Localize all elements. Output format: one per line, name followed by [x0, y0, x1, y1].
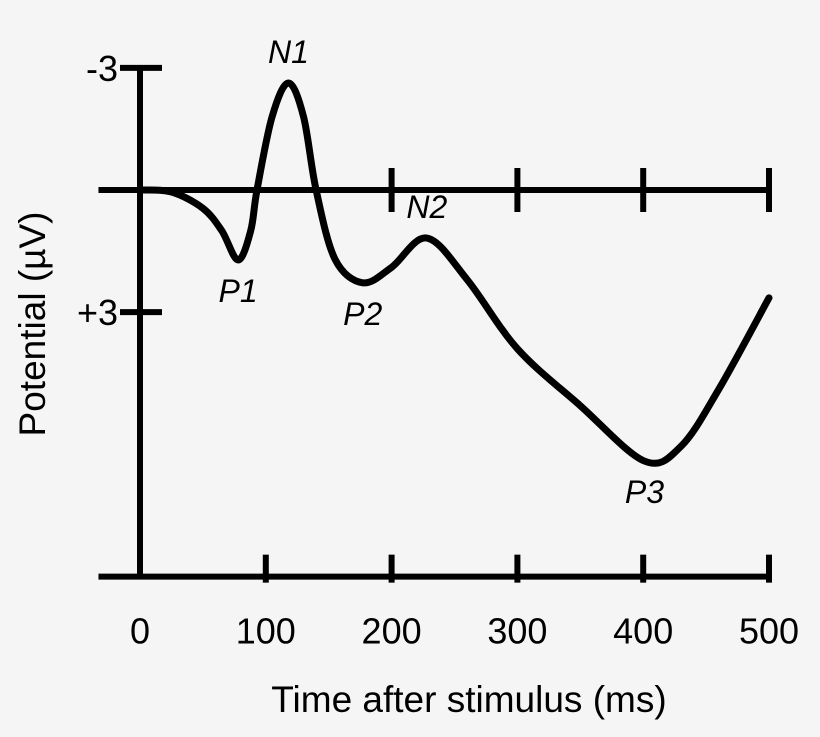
peak-label-p1: P1 [219, 273, 258, 309]
x-axis-title: Time after stimulus (ms) [271, 679, 666, 720]
x-tick-label: 400 [613, 611, 673, 652]
peak-label-p2: P2 [343, 296, 382, 332]
peak-label-n2: N2 [406, 189, 447, 225]
axes [98, 64, 772, 583]
x-tick-label: 100 [236, 611, 296, 652]
labels: 0 100 200 300 400 500 -3 +3 P1 N1 P2 N2 P3 [77, 34, 799, 652]
peak-label-p3: P3 [625, 474, 664, 510]
x-tick-label: 0 [130, 611, 150, 652]
y-axis-title: Potential (µV) [12, 212, 53, 437]
x-tick-label: 300 [487, 611, 547, 652]
peak-label-n1: N1 [268, 34, 309, 70]
x-tick-label: 200 [362, 611, 422, 652]
y-tick-label: +3 [77, 292, 118, 333]
x-tick-label: 500 [739, 611, 799, 652]
y-tick-label: -3 [86, 48, 118, 89]
erp-waveform-line [136, 79, 773, 467]
